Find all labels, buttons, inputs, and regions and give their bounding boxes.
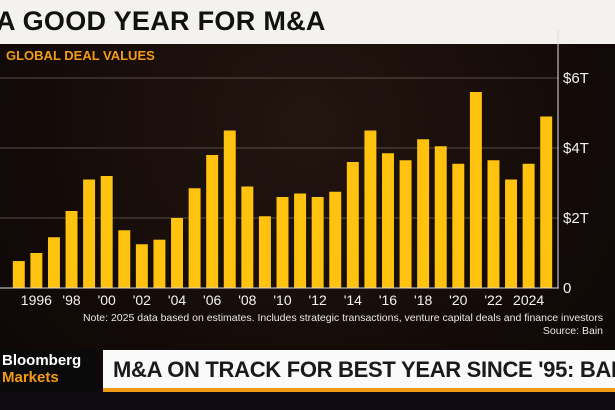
y-tick-label: $2T bbox=[563, 210, 589, 227]
bar-2013 bbox=[329, 191, 342, 288]
bar-2010 bbox=[276, 197, 289, 288]
y-tick-label: $4T bbox=[563, 140, 589, 157]
x-tick-label: '04 bbox=[168, 292, 186, 308]
bar-2016 bbox=[382, 153, 394, 288]
note-text: Note: 2025 data based on estimates. Incl… bbox=[82, 312, 603, 324]
bar-2011 bbox=[294, 193, 307, 288]
bottom-strip bbox=[0, 392, 615, 410]
x-tick-label: '02 bbox=[133, 292, 151, 308]
x-tick-label: '18 bbox=[414, 292, 432, 308]
x-tick-label: 2024 bbox=[513, 292, 544, 308]
x-tick-label: '06 bbox=[203, 292, 221, 308]
bar-1995 bbox=[12, 261, 25, 288]
bar-1998 bbox=[65, 211, 78, 288]
y-tick-label: 0 bbox=[563, 280, 571, 297]
x-tick-label: '98 bbox=[62, 292, 80, 308]
bar-2017 bbox=[399, 160, 412, 288]
chart-title: A GOOD YEAR FOR M&A bbox=[0, 6, 326, 36]
x-tick-label: '20 bbox=[449, 292, 467, 308]
bloomberg-markets-logo: Bloomberg Markets bbox=[0, 350, 98, 392]
bar-1999 bbox=[83, 179, 96, 288]
bar-2025 bbox=[540, 116, 553, 288]
bar-1997 bbox=[47, 237, 60, 288]
logo-line2: Markets bbox=[2, 369, 59, 386]
title-bar: A GOOD YEAR FOR M&A bbox=[0, 0, 615, 44]
y-tick-label: $6T bbox=[563, 70, 589, 87]
chart-subtitle: GLOBAL DEAL VALUES bbox=[6, 48, 155, 63]
bar-2012 bbox=[311, 197, 324, 288]
bar-2003 bbox=[153, 239, 166, 288]
headline-text: M&A ON TRACK FOR BEST YEAR SINCE '95: BA… bbox=[113, 357, 615, 382]
bar-2023 bbox=[505, 179, 518, 288]
bar-2006 bbox=[206, 155, 219, 288]
bar-2007 bbox=[223, 130, 236, 288]
bar-2009 bbox=[258, 216, 271, 288]
bar-2015 bbox=[364, 130, 377, 288]
lower-third: Bloomberg Markets M&A ON TRACK FOR BEST … bbox=[0, 350, 615, 392]
bar-2005 bbox=[188, 188, 201, 288]
bar-2018 bbox=[417, 139, 430, 288]
x-tick-label: '00 bbox=[98, 292, 116, 308]
logo-line1: Bloomberg bbox=[2, 352, 82, 369]
x-tick-label: 1996 bbox=[21, 292, 52, 308]
x-tick-label: '12 bbox=[309, 292, 327, 308]
source-text: Source: Bain bbox=[542, 325, 603, 337]
bar-2024 bbox=[522, 163, 535, 288]
x-tick-label: '10 bbox=[273, 292, 291, 308]
bar-2008 bbox=[241, 186, 254, 288]
bar-2022 bbox=[487, 160, 500, 288]
x-tick-label: '22 bbox=[484, 292, 502, 308]
bar-2000 bbox=[100, 176, 113, 288]
bar-2014 bbox=[346, 162, 359, 288]
x-tick-label: '16 bbox=[379, 292, 397, 308]
bar-2002 bbox=[135, 244, 148, 288]
x-tick-label: '08 bbox=[238, 292, 256, 308]
headline-banner: M&A ON TRACK FOR BEST YEAR SINCE '95: BA… bbox=[103, 350, 615, 392]
x-tick-label: '14 bbox=[344, 292, 362, 308]
bar-1996 bbox=[30, 253, 43, 288]
chart-footnote: Note: 2025 data based on estimates. Incl… bbox=[83, 312, 603, 338]
bar-2001 bbox=[118, 230, 131, 288]
bar-2004 bbox=[171, 218, 183, 288]
bar-2020 bbox=[452, 163, 465, 288]
bar-2019 bbox=[434, 146, 447, 288]
bar-2021 bbox=[469, 92, 482, 288]
